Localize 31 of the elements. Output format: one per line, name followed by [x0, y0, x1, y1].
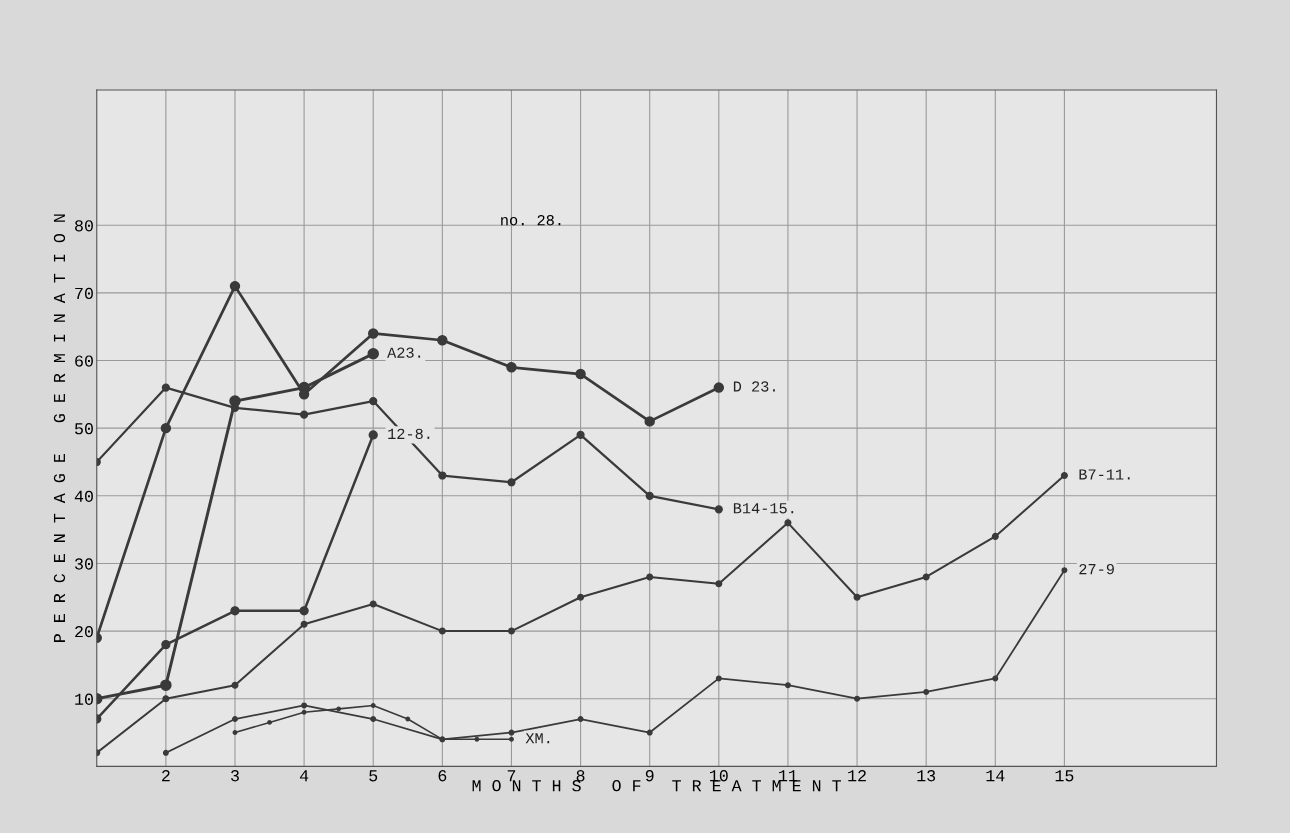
x-tick-label: 9 [645, 770, 654, 782]
y-tick-label: 60 [75, 355, 93, 367]
x-tick-label: 14 [986, 770, 1005, 782]
series-label: A23. [387, 347, 421, 358]
series-label: D 23. [733, 381, 775, 392]
series-label: B14-15. [733, 503, 794, 514]
y-axis-title: P E R C E N T A G E G E R M I N A T I O N [53, 214, 66, 642]
y-tick-label: 20 [75, 625, 93, 638]
y-tick-label: 80 [75, 220, 93, 232]
x-tick-label: 10 [710, 770, 728, 782]
x-tick-label: 6 [438, 770, 447, 782]
y-tick-label: 10 [75, 693, 93, 705]
x-tick-label: 7 [507, 770, 516, 782]
series-label: 27-9 [1079, 563, 1114, 575]
x-tick-label: 11 [779, 770, 798, 782]
y-tick-label: 40 [74, 490, 93, 502]
x-tick-label: 4 [299, 770, 309, 782]
x-tick-label: 13 [917, 770, 936, 782]
x-tick-label: 2 [162, 770, 170, 782]
x-tick-label: 8 [576, 770, 585, 782]
y-tick-label: 70 [75, 287, 93, 300]
x-tick-label: 5 [369, 770, 378, 782]
y-tick-label: 50 [75, 423, 93, 435]
x-tick-label: 3 [231, 770, 239, 782]
x-tick-label: 12 [848, 770, 866, 782]
x-tick-label: 15 [1055, 770, 1074, 782]
y-tick-label: 30 [75, 558, 93, 570]
series-label: 12-8. [388, 428, 430, 440]
annotation: no. 28. [501, 215, 561, 226]
series-label: XM. [525, 733, 550, 744]
series-label: B7-11. [1079, 469, 1130, 480]
